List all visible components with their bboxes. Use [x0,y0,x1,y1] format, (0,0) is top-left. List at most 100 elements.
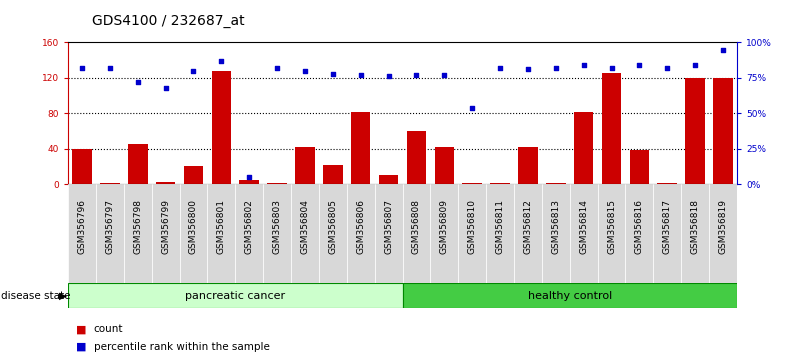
Bar [602,74,622,184]
Point [438,72,451,78]
Text: GSM356814: GSM356814 [579,199,588,254]
Text: count: count [94,324,123,334]
Point [549,65,562,71]
Bar [268,183,287,184]
Point [159,85,172,91]
Text: GSM356797: GSM356797 [106,199,115,254]
Text: GSM356799: GSM356799 [161,199,170,254]
FancyBboxPatch shape [151,184,179,283]
Point [271,65,284,71]
Text: GSM356807: GSM356807 [384,199,393,254]
FancyBboxPatch shape [375,184,403,283]
Text: GSM356801: GSM356801 [217,199,226,254]
FancyBboxPatch shape [709,184,737,283]
Bar [658,183,677,184]
Text: percentile rank within the sample: percentile rank within the sample [94,342,270,352]
Point [521,67,534,72]
Point [131,79,144,85]
Bar [211,71,231,184]
Text: pancreatic cancer: pancreatic cancer [185,291,285,301]
Bar [156,182,175,184]
Bar [490,183,509,184]
Point [187,68,200,74]
Point [354,72,367,78]
Bar [100,183,119,184]
Text: healthy control: healthy control [528,291,612,301]
FancyBboxPatch shape [264,184,291,283]
Text: GSM356815: GSM356815 [607,199,616,254]
FancyBboxPatch shape [430,184,458,283]
Text: GSM356800: GSM356800 [189,199,198,254]
Bar [546,183,566,184]
Bar [630,150,649,184]
Text: GDS4100 / 232687_at: GDS4100 / 232687_at [92,14,245,28]
Point [689,62,702,68]
Bar [518,147,537,184]
Bar [351,112,370,184]
Bar [407,131,426,184]
Bar [323,165,343,184]
Text: GSM356819: GSM356819 [718,199,727,254]
Text: GSM356809: GSM356809 [440,199,449,254]
Text: GSM356812: GSM356812 [523,199,533,254]
Text: GSM356811: GSM356811 [496,199,505,254]
Bar [379,175,398,184]
FancyBboxPatch shape [681,184,709,283]
Point [75,65,88,71]
FancyBboxPatch shape [319,184,347,283]
FancyBboxPatch shape [458,184,486,283]
Text: GSM356816: GSM356816 [635,199,644,254]
FancyBboxPatch shape [235,184,264,283]
Point [465,105,478,110]
Point [661,65,674,71]
FancyBboxPatch shape [291,184,319,283]
Bar [239,180,259,184]
Point [717,47,730,52]
Bar [296,147,315,184]
Point [578,62,590,68]
Point [215,58,227,64]
Text: GSM356796: GSM356796 [78,199,87,254]
FancyBboxPatch shape [403,184,430,283]
FancyBboxPatch shape [486,184,514,283]
FancyBboxPatch shape [207,184,235,283]
Bar [686,78,705,184]
FancyBboxPatch shape [570,184,598,283]
Text: ▶: ▶ [59,291,67,301]
Text: GSM356806: GSM356806 [356,199,365,254]
Point [103,65,116,71]
FancyBboxPatch shape [626,184,654,283]
Text: GSM356818: GSM356818 [690,199,699,254]
Text: GSM356803: GSM356803 [272,199,282,254]
Text: GSM356802: GSM356802 [245,199,254,254]
Bar [72,149,92,184]
Bar [574,112,594,184]
Text: ■: ■ [76,324,87,334]
FancyBboxPatch shape [179,184,207,283]
Point [299,68,312,74]
Text: GSM356798: GSM356798 [133,199,143,254]
Bar [435,147,454,184]
Bar [128,144,147,184]
Point [243,174,256,180]
FancyBboxPatch shape [347,184,375,283]
Point [605,65,618,71]
Point [410,72,423,78]
Point [327,71,340,76]
Text: GSM356810: GSM356810 [468,199,477,254]
Text: GSM356817: GSM356817 [662,199,672,254]
Text: GSM356813: GSM356813 [551,199,560,254]
Text: GSM356808: GSM356808 [412,199,421,254]
FancyBboxPatch shape [124,184,151,283]
Point [633,62,646,68]
Bar [462,183,482,184]
Point [382,74,395,79]
Text: ■: ■ [76,342,87,352]
Point [493,65,506,71]
Text: GSM356804: GSM356804 [300,199,309,254]
FancyBboxPatch shape [654,184,681,283]
Text: GSM356805: GSM356805 [328,199,337,254]
FancyBboxPatch shape [68,184,96,283]
Text: disease state: disease state [1,291,70,301]
FancyBboxPatch shape [541,184,570,283]
